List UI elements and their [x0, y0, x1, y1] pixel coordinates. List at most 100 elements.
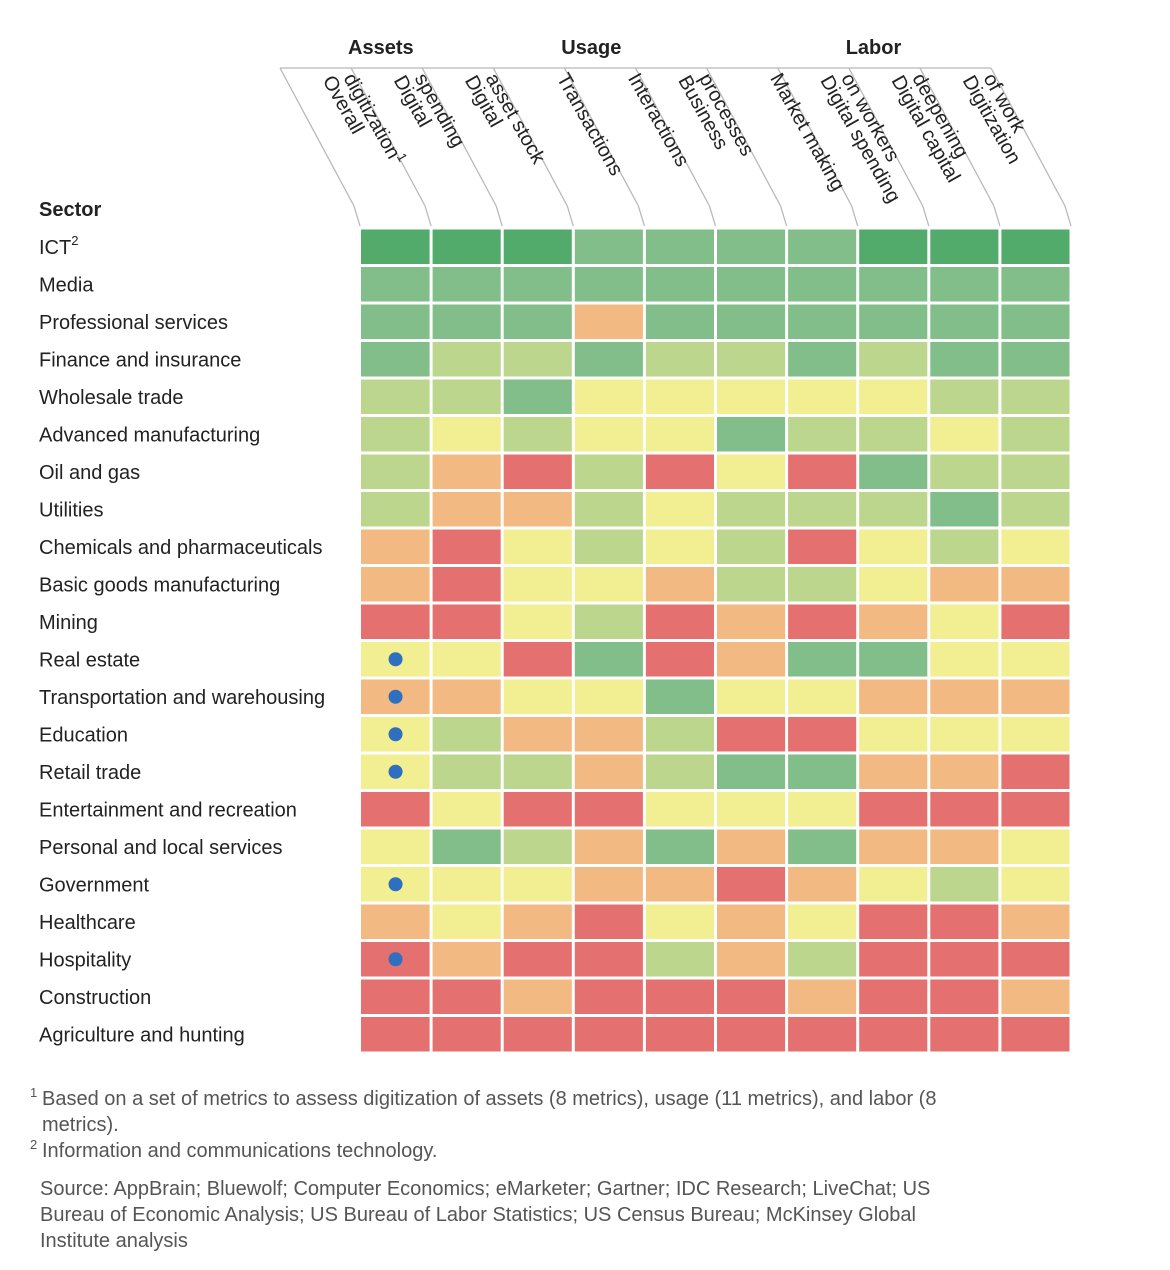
heatmap-cell [503, 867, 572, 902]
sector-label: Professional services [39, 312, 228, 334]
heatmap-cell [1001, 492, 1070, 527]
heatmap-cell [645, 454, 714, 489]
heatmap-cell [930, 567, 999, 602]
heatmap-cell [930, 379, 999, 414]
column-label: Transactions [552, 70, 627, 180]
heatmap-cell [645, 904, 714, 939]
group-label-usage: Usage [561, 37, 621, 59]
heatmap-cell [788, 379, 857, 414]
sector-label: Retail trade [39, 762, 141, 784]
heatmap-cell [503, 229, 572, 264]
heatmap-cell [574, 267, 643, 302]
heatmap-cell [645, 754, 714, 789]
column-separator-tail [495, 205, 503, 227]
heatmap-cell [361, 342, 430, 377]
heatmap-cell [1001, 867, 1070, 902]
sector-label: Basic goods manufacturing [39, 574, 280, 596]
footnotes: 1 Based on a set of metrics to assess di… [30, 1086, 1130, 1254]
heatmap-cell [788, 529, 857, 564]
column-separator-tail [566, 205, 574, 227]
heatmap-cell [361, 417, 430, 452]
column-header-area: Assets Usage LaborOveralldigitization1Digi… [279, 37, 1072, 227]
footnote-1-text: Based on a set of metrics to assess digi… [42, 1088, 937, 1136]
heatmap-cell [930, 867, 999, 902]
heatmap-cell [574, 604, 643, 639]
heatmap-cell [788, 754, 857, 789]
heatmap-cell [361, 267, 430, 302]
heatmap-cell [788, 717, 857, 752]
heatmap-cell [574, 754, 643, 789]
heatmap-cell [859, 942, 928, 977]
heatmap-cell [859, 979, 928, 1014]
heatmap-cell [645, 642, 714, 677]
heatmap-cell [1001, 304, 1070, 339]
heatmap-cell [503, 642, 572, 677]
sector-label: Government [39, 874, 149, 896]
heatmap-cell [788, 492, 857, 527]
heatmap-cell [432, 417, 501, 452]
heatmap-cell [645, 1017, 714, 1052]
heatmap-cell [432, 454, 501, 489]
heatmap-cell [645, 567, 714, 602]
footnote-2-marker: 2 [30, 1137, 38, 1152]
heatmap-cell [717, 679, 786, 714]
heatmap-cell [930, 1017, 999, 1052]
footnote-2-text: Information and communications technolog… [42, 1140, 438, 1162]
heatmap-cell [645, 979, 714, 1014]
heatmap-cell [859, 529, 928, 564]
column-separator-tail [779, 205, 788, 227]
heatmap-cell [1001, 567, 1070, 602]
heatmap-cell [717, 379, 786, 414]
heatmap-cell [503, 1017, 572, 1052]
heatmap-cell [788, 867, 857, 902]
heatmap-cell [574, 679, 643, 714]
column-separator [350, 67, 426, 207]
heatmap-cell [788, 604, 857, 639]
column-separator [634, 67, 711, 207]
heatmap-cell [361, 379, 430, 414]
heatmap-cell [503, 942, 572, 977]
heatmap-cell [432, 1017, 501, 1052]
heatmap-cell [361, 979, 430, 1014]
column-separator [848, 67, 924, 207]
dot-marker [388, 877, 403, 892]
column-separator-tail [424, 205, 432, 227]
heatmap-cell [432, 379, 501, 414]
heatmap-cell [503, 904, 572, 939]
heatmap-cell [503, 717, 572, 752]
heatmap-cell [930, 792, 999, 827]
heatmap-cell [717, 417, 786, 452]
sector-label: Real estate [39, 649, 140, 671]
heatmap-cell [1001, 342, 1070, 377]
dot-marker [388, 764, 403, 779]
heatmap-cell [432, 342, 501, 377]
heatmap-cell [503, 417, 572, 452]
sector-label: Entertainment and recreation [39, 799, 297, 821]
heatmap-cell [645, 492, 714, 527]
sector-label: Media [39, 274, 94, 296]
sector-label: Personal and local services [39, 837, 282, 859]
sector-label-sup: 2 [71, 233, 78, 248]
heatmap-cell [1001, 792, 1070, 827]
heatmap-cell [645, 792, 714, 827]
heatmap-cell [859, 867, 928, 902]
heatmap-cell [574, 1017, 643, 1052]
heatmap-cell [503, 829, 572, 864]
heatmap-cell [645, 267, 714, 302]
heatmap-cell [645, 867, 714, 902]
heatmap-cell [717, 829, 786, 864]
heatmap-cell [361, 229, 430, 264]
heatmap-cell [930, 529, 999, 564]
heatmap-cell [1001, 642, 1070, 677]
heatmap-cell [361, 492, 430, 527]
sector-label: Oil and gas [39, 462, 140, 484]
dot-marker [388, 952, 403, 967]
heatmap-cell [788, 267, 857, 302]
heatmap-cell [645, 229, 714, 264]
column-separator-tail [993, 205, 1001, 227]
dot-marker [388, 689, 403, 704]
heatmap-cell [717, 642, 786, 677]
dot-marker [388, 652, 403, 667]
digitization-heatmap: Assets Usage LaborOveralldigitization1Digi… [39, 37, 1072, 1052]
heatmap-cell [717, 792, 786, 827]
